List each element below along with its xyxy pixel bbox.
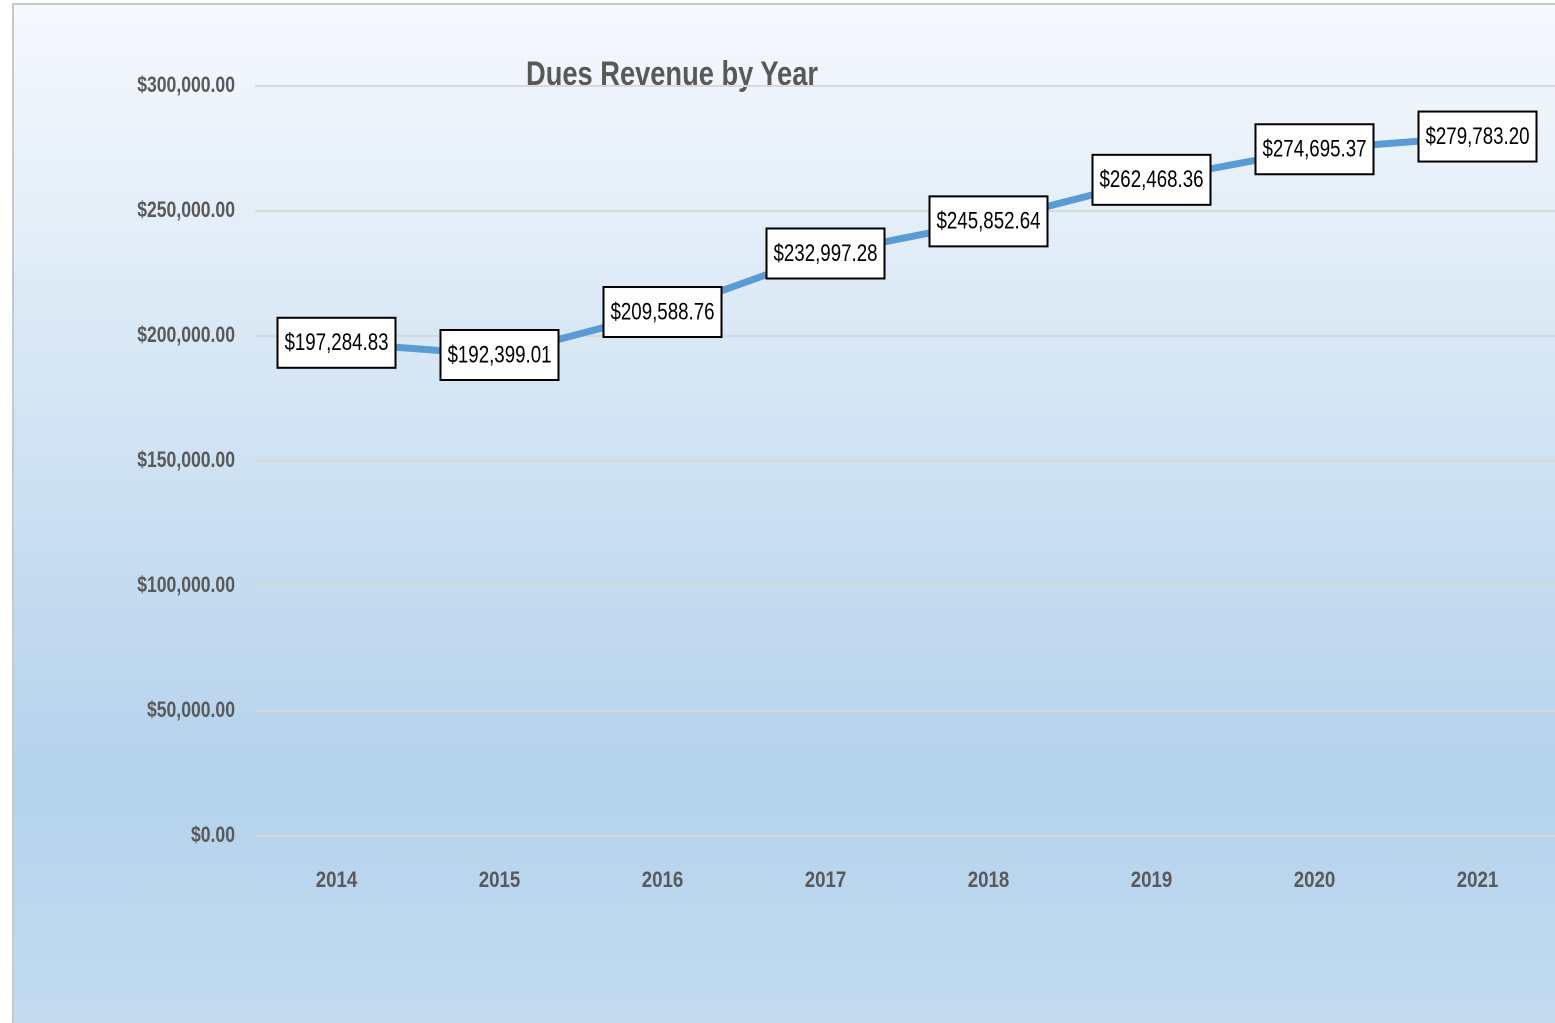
- data-label-box: [765, 227, 886, 280]
- y-tick-label: $300,000.00: [137, 73, 235, 97]
- chart-title: Dues Revenue by Year: [526, 55, 818, 93]
- data-label-box: [276, 316, 397, 369]
- x-tick-label: 2017: [805, 868, 847, 892]
- x-tick-label: 2021: [1457, 868, 1499, 892]
- data-label: $274,695.37: [1263, 136, 1367, 163]
- y-tick-label: $250,000.00: [137, 198, 235, 222]
- x-tick-label: 2015: [479, 868, 521, 892]
- data-label: $262,468.36: [1100, 166, 1204, 193]
- data-label: $197,284.83: [285, 329, 389, 356]
- y-tick-label: $50,000.00: [147, 698, 235, 722]
- data-label: $279,783.20: [1426, 123, 1530, 150]
- data-label-box: [1417, 110, 1538, 163]
- y-tick-label: $200,000.00: [137, 323, 235, 347]
- y-tick-label: $150,000.00: [137, 448, 235, 472]
- x-tick-label: 2018: [968, 868, 1010, 892]
- data-label: $192,399.01: [448, 341, 552, 368]
- y-tick-label: $0.00: [191, 823, 235, 847]
- x-tick-label: 2020: [1294, 868, 1336, 892]
- data-label: $245,852.64: [937, 208, 1041, 235]
- data-label: $232,997.28: [774, 240, 878, 267]
- data-label: $209,588.76: [611, 298, 715, 325]
- y-tick-label: $100,000.00: [137, 573, 235, 597]
- data-label-box: [439, 329, 560, 382]
- x-tick-label: 2019: [1131, 868, 1173, 892]
- data-label-box: [928, 195, 1049, 248]
- data-label-box: [1254, 123, 1375, 176]
- x-tick-label: 2016: [642, 868, 684, 892]
- data-label-box: [602, 286, 723, 339]
- x-tick-label: 2014: [316, 868, 358, 892]
- data-label-box: [1091, 153, 1212, 206]
